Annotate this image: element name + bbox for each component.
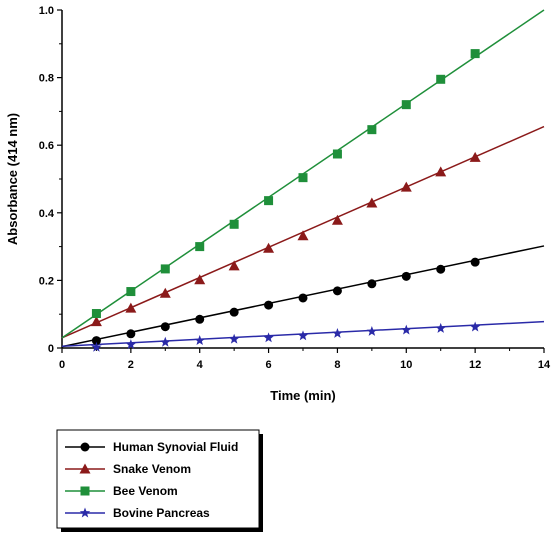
y-axis-title: Absorbance (414 nm) <box>5 113 20 245</box>
y-tick-label: 0.8 <box>39 73 54 85</box>
bee-venom-point <box>160 264 170 274</box>
snake-venom-point <box>297 230 309 241</box>
y-tick-label: 1.0 <box>39 5 54 17</box>
data-markers <box>90 49 481 352</box>
human-synovial-fluid-point <box>436 264 446 274</box>
x-tick-label: 0 <box>59 359 65 371</box>
snake-venom-point <box>400 181 412 192</box>
human-synovial-fluid-point <box>264 300 274 310</box>
human-synovial-fluid-point <box>332 286 342 296</box>
axis-ticks: 0 2 4 6 8 10 12 14 0 0.2 0.4 0.6 0.8 1.0 <box>39 5 551 371</box>
bovine-pancreas-point <box>160 336 171 347</box>
bovine-pancreas-point <box>401 324 412 335</box>
legend-marker-bee-venom <box>80 486 90 496</box>
bovine-pancreas-point <box>366 325 378 336</box>
human-synovial-fluid-point <box>401 271 411 281</box>
human-synovial-fluid-point <box>367 279 377 289</box>
bee-venom-point <box>367 125 377 135</box>
legend-items: Human Synovial Fluid Snake Venom Bee Venom… <box>65 440 238 520</box>
legend-label-human-synovial-fluid: Human Synovial Fluid <box>113 440 238 454</box>
y-tick-label: 0 <box>48 343 54 355</box>
legend-marker-bovine-pancreas <box>79 507 91 518</box>
snake-venom-point <box>263 242 275 253</box>
legend-marker-snake-venom <box>79 463 91 474</box>
human-synovial-fluid-point <box>91 336 101 346</box>
bee-venom-point <box>436 74 446 84</box>
x-tick-label: 2 <box>128 359 134 371</box>
y-tick-label: 0.4 <box>39 208 55 220</box>
bee-venom-point <box>264 196 274 206</box>
y-tick-label: 0.6 <box>39 140 54 152</box>
legend: Human Synovial Fluid Snake Venom Bee Venom… <box>56 429 263 532</box>
bovine-pancreas-point <box>469 321 481 332</box>
bovine-pancreas-point <box>297 330 309 341</box>
legend-marker-human-synovial-fluid <box>80 442 90 452</box>
snake-venom-point <box>435 166 447 177</box>
bee-venom-point <box>126 287 136 297</box>
x-axis-title: Time (min) <box>270 388 336 403</box>
legend-label-bovine-pancreas: Bovine Pancreas <box>113 506 210 520</box>
x-tick-label: 10 <box>400 359 412 371</box>
y-tick-label: 0.2 <box>39 275 54 287</box>
snake-venom-point <box>90 316 102 327</box>
snake-venom-point <box>331 214 343 225</box>
x-tick-label: 6 <box>266 359 272 371</box>
bovine-pancreas-point <box>263 332 274 343</box>
bovine-pancreas-point <box>228 333 240 344</box>
bovine-pancreas-point <box>435 322 446 333</box>
bee-venom-point <box>401 100 411 110</box>
bovine-pancreas-point <box>194 335 205 346</box>
snake-venom-point <box>159 287 171 298</box>
bee-venom-point <box>298 173 308 183</box>
bee-venom-point <box>229 219 239 229</box>
human-synovial-fluid-point <box>160 322 170 332</box>
bovine-pancreas-point <box>332 327 343 338</box>
bee-venom-point <box>470 49 480 59</box>
snake-venom-point <box>469 151 481 162</box>
bee-venom-point <box>195 242 205 252</box>
human-synovial-fluid-point <box>229 307 239 317</box>
human-synovial-fluid-point <box>126 329 136 339</box>
human-synovial-fluid-point <box>470 257 480 267</box>
human-synovial-fluid-point <box>195 314 205 324</box>
x-tick-label: 8 <box>334 359 340 371</box>
snake-venom-point <box>125 302 137 313</box>
human-synovial-fluid-point <box>298 293 308 303</box>
x-tick-label: 12 <box>469 359 481 371</box>
legend-label-snake-venom: Snake Venom <box>113 462 191 476</box>
snake-venom-point <box>194 274 206 285</box>
bovine-pancreas-point <box>125 339 137 350</box>
bee-venom-point <box>91 309 101 319</box>
x-tick-label: 4 <box>197 359 204 371</box>
snake-venom-point <box>228 260 240 271</box>
bee-venom-point <box>332 149 342 159</box>
x-tick-label: 14 <box>538 359 551 371</box>
snake-venom-point <box>366 197 378 208</box>
bovine-pancreas-point <box>91 341 102 352</box>
legend-label-bee-venom: Bee Venom <box>113 484 178 498</box>
